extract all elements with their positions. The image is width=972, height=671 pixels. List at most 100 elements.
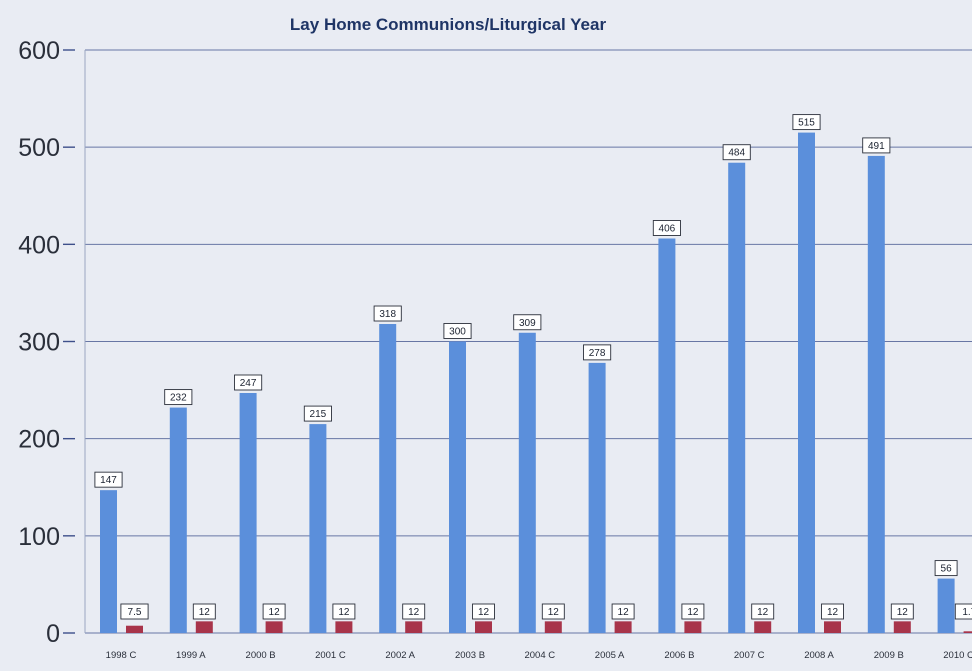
x-axis-ticks: 1998 C 1999 A 2000 B 2001 C 2002 A 2003 B 2004… <box>106 650 972 661</box>
data-label-secondary: 12 <box>408 607 420 618</box>
bar <box>309 424 327 633</box>
data-label-group: 300 <box>443 323 472 339</box>
data-label: 300 <box>449 327 466 338</box>
y-axis-ticks: 0 100 200 300 400 500 600 <box>18 37 60 648</box>
data-label-secondary: 12 <box>897 607 909 618</box>
data-label-secondary-box <box>611 603 635 620</box>
bar-secondary <box>265 621 283 633</box>
data-label-secondary: 12 <box>269 607 281 618</box>
y-tick-label: 600 <box>18 37 60 65</box>
data-label: 491 <box>868 141 885 152</box>
bar <box>379 324 397 633</box>
y-tick-label: 400 <box>18 231 60 259</box>
data-label-secondary-box <box>821 603 844 620</box>
data-label-group: 484 <box>722 144 751 161</box>
bar <box>728 162 746 634</box>
data-label-group: 515 <box>792 114 821 131</box>
y-tick-label: 200 <box>18 426 60 454</box>
data-label-group: 491 <box>862 137 891 154</box>
data-label: 406 <box>659 224 676 235</box>
bar <box>867 155 885 633</box>
data-label: 56 <box>941 564 953 575</box>
data-label-secondary-group: 12 <box>681 603 705 620</box>
data-label-box <box>862 137 891 154</box>
data-label-secondary: 12 <box>478 607 490 618</box>
x-tick-label: 2007 C <box>734 650 765 661</box>
data-label-box <box>934 560 958 577</box>
bars: 147 7.5 232 12 247 12 215 12 318 12 300 12 309 12 278 1… <box>94 114 972 634</box>
x-tick-label: 1999 A <box>176 650 206 661</box>
bar-secondary <box>893 621 911 633</box>
data-label-secondary-box <box>954 603 972 620</box>
data-label-secondary-group: 12 <box>192 603 216 620</box>
bar-secondary <box>544 621 562 633</box>
data-label-secondary-group: 12 <box>332 603 356 620</box>
data-label-box <box>443 323 472 339</box>
data-label-secondary-box <box>541 603 565 620</box>
data-label-secondary-box <box>402 603 426 620</box>
bar-secondary <box>614 621 632 633</box>
bar-secondary <box>475 621 492 633</box>
data-label-secondary-box <box>890 603 914 620</box>
bar <box>518 332 536 633</box>
data-label-secondary: 12 <box>199 607 211 618</box>
x-tick-label: 2001 C <box>315 650 346 661</box>
data-label-secondary-group: 12 <box>262 603 286 620</box>
data-label-box <box>234 374 263 391</box>
data-label-group: 309 <box>513 314 542 331</box>
x-tick-label: 2003 B <box>455 650 485 661</box>
x-tick-label: 2008 A <box>804 650 834 661</box>
data-label-secondary-group: 12 <box>751 603 775 620</box>
data-label-group: 215 <box>303 405 332 422</box>
data-label-group: 278 <box>583 344 612 361</box>
data-label-secondary: 7.5 <box>128 607 142 618</box>
bar-secondary <box>405 621 423 633</box>
data-label-secondary: 12 <box>338 607 350 618</box>
data-label-group: 406 <box>652 220 681 236</box>
bar <box>658 238 676 633</box>
data-label-secondary: 12 <box>687 607 699 618</box>
data-label: 215 <box>310 409 327 420</box>
data-label-box <box>373 305 402 322</box>
data-label-secondary: 12 <box>827 607 839 618</box>
data-label: 278 <box>589 348 606 359</box>
data-label-secondary-group: 7.5 <box>120 603 149 620</box>
data-label: 309 <box>519 318 536 329</box>
data-label-secondary-box <box>262 603 286 620</box>
data-label-secondary-group: 12 <box>611 603 635 620</box>
chart-title: Lay Home Communions/Liturgical Year <box>290 15 607 34</box>
x-tick-label: 2004 C <box>524 650 555 661</box>
data-label-box <box>303 405 332 422</box>
data-label-group: 232 <box>164 389 193 406</box>
bar <box>937 578 955 633</box>
data-label: 147 <box>100 475 117 486</box>
data-label-box <box>652 220 681 236</box>
bar <box>588 362 606 633</box>
x-tick-label: 2005 A <box>595 650 625 661</box>
bar <box>449 341 466 633</box>
bar <box>798 132 815 633</box>
data-label-group: 56 <box>934 560 958 577</box>
data-label-box <box>94 471 123 488</box>
data-label-secondary-group: 12 <box>541 603 565 620</box>
x-tick-label: 2006 B <box>664 650 694 661</box>
bar <box>100 490 117 633</box>
bar-secondary <box>195 621 213 633</box>
data-label-box <box>513 314 542 331</box>
data-label-secondary: 12 <box>757 607 769 618</box>
data-label-group: 318 <box>373 305 402 322</box>
data-label: 247 <box>240 378 257 389</box>
data-label-group: 247 <box>234 374 263 391</box>
data-label-secondary-group: 12 <box>821 603 844 620</box>
bar-secondary <box>126 625 143 633</box>
data-label-secondary-box <box>192 603 216 620</box>
x-tick-label: 1998 C <box>106 650 137 661</box>
bar-secondary <box>963 631 972 633</box>
data-label-secondary-box <box>120 603 149 620</box>
data-label: 318 <box>379 309 396 320</box>
bar-secondary <box>684 621 702 633</box>
data-label-secondary-group: 12 <box>402 603 426 620</box>
x-tick-label: 2009 B <box>874 650 904 661</box>
